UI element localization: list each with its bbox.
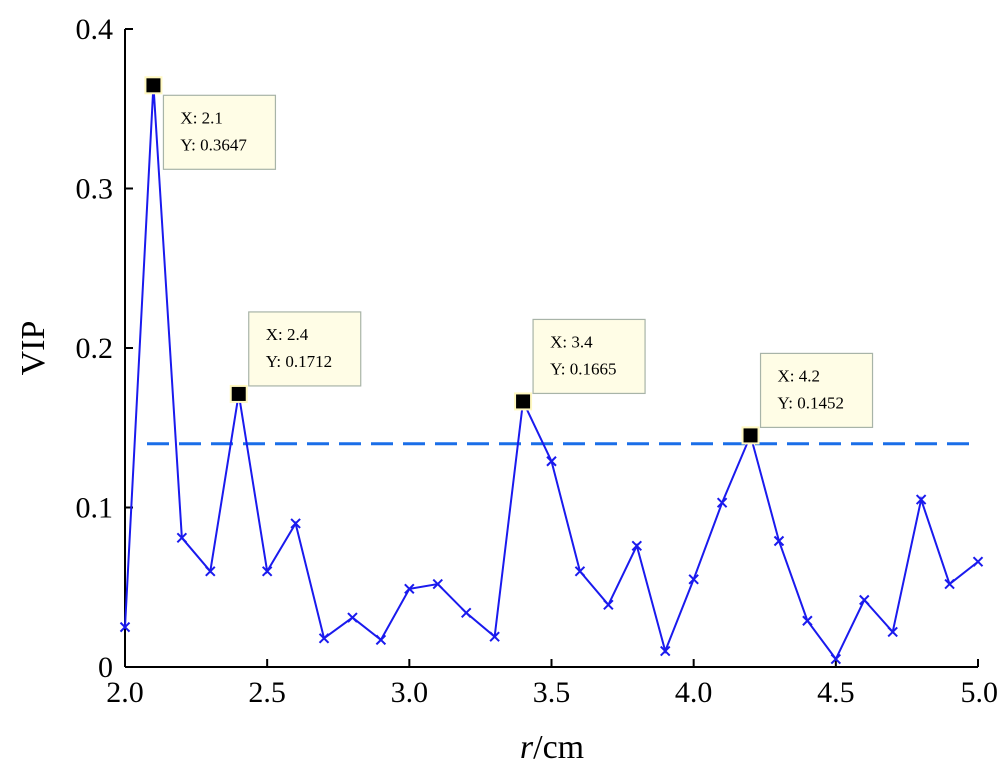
datatip-box [248,311,362,387]
x-tick-label: 3.5 [533,676,571,709]
y-tick-label: 0 [98,651,113,684]
datatip-x-text: X: 2.1 [180,108,223,127]
y-tick-label: 0.2 [76,332,114,365]
datatip-marker [743,428,758,443]
marker-stroke [631,540,643,551]
x-tick-label: 2.0 [106,676,144,709]
data-point-marker [603,599,614,611]
datatip-y-text: Y: 0.3647 [180,135,247,154]
marker-stroke [375,634,387,646]
data-point-marker [660,645,671,657]
marker-stroke [887,626,898,638]
data-point-marker [119,621,131,633]
data-point-marker [830,653,842,665]
x-tick-label: 3.0 [391,676,429,709]
marker-stroke [688,574,699,585]
data-point-marker [489,631,500,642]
marker-stroke [460,607,472,618]
marker-stroke [261,566,273,577]
data-point-marker [859,594,870,606]
datatip-y-text: Y: 0.1452 [778,393,844,412]
data-point-marker [347,612,358,623]
marker-stroke [404,583,415,595]
marker-stroke [176,532,188,544]
datatip: X: 3.4 Y: 0.1665 [514,318,646,411]
data-point-marker [887,626,898,638]
data-point-marker [375,634,387,646]
marker-stroke [603,599,614,611]
data-point-marker [802,615,813,626]
marker-stroke [716,497,728,508]
data-point-marker [205,566,216,577]
x-tick-label: 5.0 [961,676,999,709]
datatip-y-text: Y: 0.1665 [550,359,616,378]
x-axis-label-unit: /cm [533,729,584,766]
datatip-box [759,352,874,429]
data-point-marker [972,556,984,567]
marker-stroke [489,631,500,642]
datatip-marker [516,394,531,409]
datatip-x-text: X: 4.2 [778,366,821,385]
marker-stroke [660,645,671,657]
marker-stroke [546,456,557,467]
data-point-marker [574,566,586,577]
y-tick-label: 0.1 [76,492,114,525]
datatip: X: 2.4 Y: 0.1712 [229,311,362,403]
datatip-x-text: X: 2.4 [266,325,309,344]
x-tick-label: 4.0 [675,676,713,709]
marker-stroke [773,535,785,547]
data-point-marker [546,456,557,467]
datatip-marker [146,78,161,93]
data-point-marker [432,578,443,590]
marker-stroke [859,594,870,606]
data-point-marker [716,497,728,508]
data-point-marker [688,574,699,585]
datatip-x-text: X: 3.4 [550,332,593,351]
data-point-marker [631,540,643,551]
marker-stroke [432,578,443,590]
marker-stroke [119,621,131,633]
data-point-marker [404,583,415,595]
datatip-box [162,94,277,170]
marker-stroke [802,615,813,626]
x-axis-label-variable: r [520,729,534,766]
marker-stroke [347,612,358,623]
data-point-marker [290,518,301,529]
y-tick-label: 0.4 [76,13,114,46]
y-axis-label: VIP [15,321,52,376]
data-point-marker [773,535,785,547]
marker-stroke [205,566,216,577]
datatip: X: 2.1 Y: 0.3647 [144,76,277,170]
data-point-marker [318,633,330,644]
marker-stroke [290,518,301,529]
data-point-marker [460,607,472,618]
datatips-group: X: 2.1 Y: 0.3647 X: 2.4 Y: 0.1712 X: 3.4 Y: 0… [144,76,874,445]
x-tick-label: 4.5 [817,676,855,709]
y-tick-label: 0.3 [76,173,114,206]
marker-stroke [830,653,842,665]
axes: 2.0 2.5 3.0 3.5 4.0 4.5 5.0 0 0.1 0.2 0.3 0.4 [76,13,999,709]
marker-stroke [915,494,927,505]
marker-stroke [318,633,330,644]
datatip-y-text: Y: 0.1712 [266,352,332,371]
data-point-marker [944,578,955,590]
datatip-box [532,318,646,395]
data-point-marker [176,532,188,544]
x-axis-label: r/cm [520,729,584,766]
data-point-marker [915,494,927,505]
datatip: X: 4.2 Y: 0.1452 [741,352,874,445]
marker-stroke [944,578,955,590]
marker-stroke [972,556,984,567]
datatip-marker [231,386,246,401]
x-tick-label: 2.5 [248,676,286,709]
data-point-marker [261,566,273,577]
marker-stroke [574,566,586,577]
